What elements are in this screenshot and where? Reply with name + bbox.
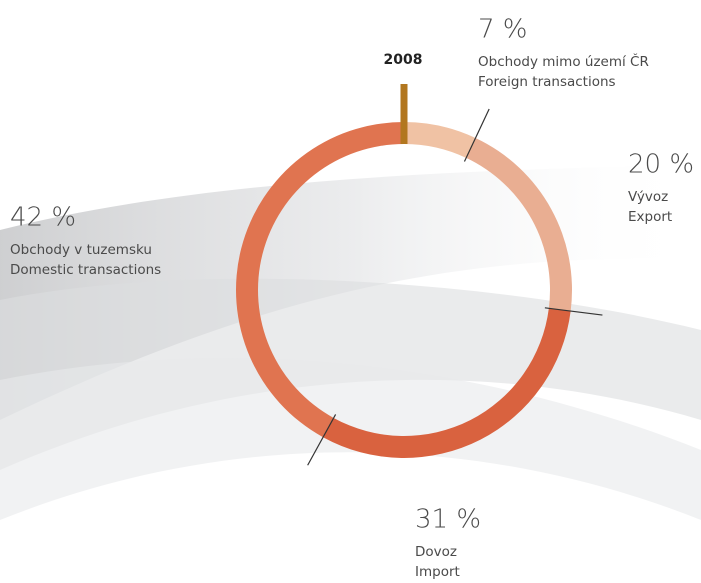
donut-segment xyxy=(404,122,476,158)
donut-segment xyxy=(323,308,571,459)
leader-line xyxy=(544,307,603,316)
category-label: Import xyxy=(415,564,460,580)
category-label: Domestic transactions xyxy=(10,262,161,278)
category-label: Vývoz xyxy=(628,189,668,205)
value-label: 7 % xyxy=(478,15,528,45)
leader-line xyxy=(463,108,490,162)
donut-segment xyxy=(466,137,573,312)
value-label: 42 % xyxy=(10,203,76,233)
year-marker xyxy=(400,84,408,144)
category-label: Export xyxy=(628,209,672,225)
value-label: 31 % xyxy=(415,505,481,535)
category-label: Obchody v tuzemsku xyxy=(10,242,152,258)
category-label: Foreign transactions xyxy=(478,74,616,90)
leader-line xyxy=(307,414,337,466)
background-swoosh xyxy=(0,165,701,420)
value-label: 20 % xyxy=(628,150,694,180)
donut-segment xyxy=(236,122,404,438)
chart-title: 2008 xyxy=(384,52,423,68)
category-label: Obchody mimo území ČR xyxy=(478,52,649,70)
category-label: Dovoz xyxy=(415,544,457,560)
